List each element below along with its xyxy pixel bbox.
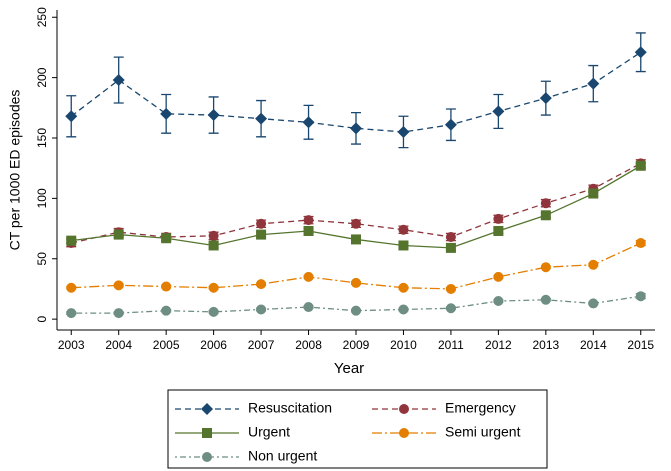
- data-point: [208, 282, 219, 293]
- y-tick-label: 50: [35, 252, 49, 266]
- x-tick-label: 2014: [580, 338, 607, 352]
- data-point: [493, 225, 504, 236]
- data-point: [540, 198, 551, 209]
- y-tick-label: 150: [35, 128, 49, 148]
- data-point: [398, 224, 409, 235]
- x-tick-label: 2015: [627, 338, 654, 352]
- data-point: [398, 240, 409, 251]
- data-point: [539, 92, 552, 105]
- x-tick-label: 2009: [343, 338, 370, 352]
- data-point: [161, 233, 172, 244]
- y-tick-label: 200: [35, 67, 49, 87]
- data-point: [256, 279, 267, 290]
- data-point: [493, 213, 504, 224]
- y-axis-label: CT per 1000 ED episodes: [7, 90, 23, 251]
- data-point: [397, 125, 410, 138]
- data-point: [351, 277, 361, 288]
- y-tick-label: 100: [35, 188, 49, 208]
- data-point: [256, 304, 267, 315]
- data-point: [493, 271, 504, 282]
- data-point: [398, 282, 409, 293]
- legend-marker: [202, 428, 212, 438]
- data-point: [588, 298, 599, 309]
- legend-box: [167, 389, 548, 469]
- data-point: [303, 302, 314, 313]
- data-point: [66, 308, 77, 319]
- data-point: [66, 282, 77, 293]
- data-point: [351, 305, 361, 316]
- data-point: [635, 160, 646, 171]
- legend-label: Semi urgent: [445, 424, 521, 440]
- x-tick-label: 2004: [105, 338, 132, 352]
- x-tick-label: 2010: [390, 338, 417, 352]
- data-point: [445, 283, 456, 294]
- data-point: [256, 218, 267, 229]
- x-tick-label: 2005: [153, 338, 180, 352]
- data-point: [255, 112, 268, 125]
- data-point: [351, 218, 361, 229]
- legend-marker: [399, 428, 409, 438]
- legend-label: Resuscitation: [248, 400, 332, 416]
- data-point: [302, 116, 315, 129]
- data-point: [588, 188, 599, 199]
- data-point: [445, 303, 456, 314]
- legend-marker: [201, 403, 213, 415]
- series-line: [71, 162, 642, 244]
- data-point: [66, 235, 77, 246]
- legend-label: Urgent: [248, 424, 290, 440]
- data-point: [303, 271, 314, 282]
- data-point: [112, 74, 125, 87]
- data-point: [588, 259, 599, 270]
- data-point: [113, 308, 124, 319]
- data-point: [635, 238, 646, 249]
- data-point: [207, 109, 220, 122]
- data-point: [587, 77, 600, 90]
- data-point: [398, 304, 409, 315]
- data-point: [161, 281, 172, 292]
- data-point: [540, 262, 551, 273]
- x-tick-label: 2003: [58, 338, 85, 352]
- x-tick-label: 2012: [485, 338, 512, 352]
- data-point: [208, 230, 219, 241]
- legend-marker: [202, 452, 212, 462]
- data-point: [303, 225, 314, 236]
- data-point: [540, 210, 551, 221]
- legend-label: Non urgent: [248, 448, 317, 464]
- data-point: [161, 305, 172, 316]
- data-point: [540, 294, 551, 305]
- data-point: [492, 105, 505, 118]
- data-point: [634, 46, 647, 59]
- legend-marker: [399, 404, 409, 414]
- x-tick-label: 2006: [200, 338, 227, 352]
- legend-label: Emergency: [445, 400, 516, 416]
- data-point: [445, 232, 456, 243]
- data-point: [208, 240, 219, 251]
- data-point: [113, 280, 124, 291]
- y-tick-label: 0: [35, 315, 49, 322]
- data-point: [208, 306, 219, 317]
- data-point: [635, 291, 646, 302]
- x-axis-label: Year: [334, 360, 364, 377]
- data-point: [160, 107, 173, 120]
- data-point: [444, 118, 457, 131]
- x-tick-label: 2007: [248, 338, 275, 352]
- data-point: [256, 229, 267, 240]
- x-tick-label: 2013: [532, 338, 559, 352]
- data-point: [493, 296, 504, 307]
- x-tick-label: 2011: [438, 338, 464, 352]
- data-point: [350, 122, 362, 135]
- y-tick-label: 250: [35, 7, 49, 27]
- data-point: [351, 234, 361, 245]
- data-point: [65, 110, 78, 123]
- data-point: [445, 242, 456, 253]
- data-point: [113, 229, 124, 240]
- x-tick-label: 2008: [295, 338, 322, 352]
- data-point: [303, 215, 314, 226]
